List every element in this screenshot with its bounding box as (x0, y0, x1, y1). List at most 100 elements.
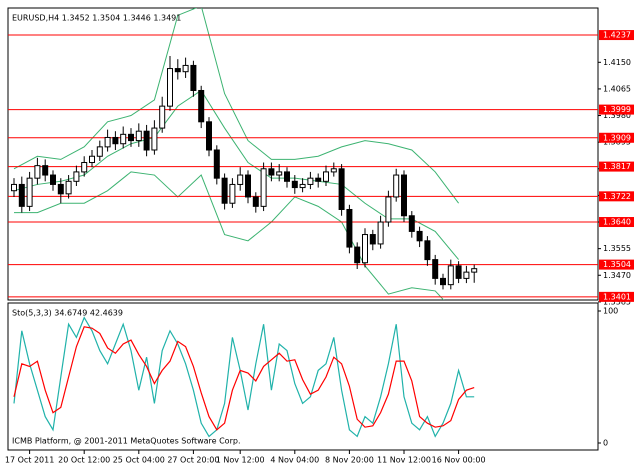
candle-body (408, 215, 415, 232)
x-tick-label: 8 Nov 20:00 (325, 456, 374, 465)
candle-body (323, 171, 329, 182)
y-tick-label: 0 (603, 439, 608, 448)
candle-body (198, 89, 205, 123)
candle-body (182, 64, 189, 73)
indicator-line (13, 316, 475, 438)
candle-body (18, 183, 25, 207)
candle-body (377, 221, 384, 245)
candle-body (112, 136, 119, 145)
candle-body (354, 246, 361, 264)
level-label-box (599, 259, 634, 270)
candle-body (440, 277, 446, 286)
x-tick-label: 11 Nov 12:00 (377, 456, 431, 465)
candle-body (174, 68, 181, 73)
candle-body (315, 177, 322, 182)
candle-body (424, 240, 431, 261)
candle-body (34, 165, 41, 179)
level-label-box (599, 291, 634, 302)
y-tick-label: 100 (603, 307, 618, 316)
level-label: 1.4237 (603, 31, 631, 40)
level-label-box (599, 132, 634, 143)
candle-body (268, 168, 275, 176)
y-tick-label: 1.3470 (603, 271, 631, 280)
candle-body (416, 230, 423, 242)
level-label-box (599, 191, 634, 202)
level-label: 1.3504 (603, 260, 631, 269)
x-tick-label: 16 Nov 00:00 (432, 456, 486, 465)
candle-body (455, 265, 462, 279)
candle-body (26, 177, 33, 207)
candle-body (11, 183, 17, 192)
band-lower (14, 171, 445, 300)
candle-body (463, 271, 470, 279)
candle-body (245, 174, 251, 198)
candle-body (237, 174, 244, 185)
x-tick-label: 17 Oct 2011 (5, 456, 54, 465)
candle-body (393, 174, 400, 198)
candle-body (151, 127, 158, 151)
annotation: ICMB Platform, @ 2001-2011 MetaQuotes So… (12, 437, 241, 446)
indicator-panel (7, 302, 599, 451)
level-label: 1.3722 (603, 192, 631, 201)
candle-body (57, 183, 64, 195)
candle-body (81, 162, 88, 173)
main-panel (7, 7, 599, 301)
candle-body (284, 171, 290, 182)
candle-body (346, 208, 353, 248)
level-label: 1.3640 (603, 218, 631, 227)
y-tick-label: 1.3980 (603, 111, 631, 120)
level-label-box (599, 30, 634, 41)
y-tick-label: 1.3385 (603, 297, 631, 306)
candle-body (330, 168, 337, 173)
candle-body (229, 183, 236, 204)
candle-body (89, 155, 95, 164)
y-tick-label: 1.3555 (603, 244, 631, 253)
candle-body (65, 180, 72, 195)
candle-body (167, 68, 173, 107)
candle-body (120, 133, 127, 145)
candle-body (471, 268, 478, 273)
candle-body (299, 183, 306, 189)
candle-body (338, 168, 345, 210)
level-label-box (599, 161, 634, 172)
candle-body (50, 174, 56, 185)
candle-body (206, 121, 212, 151)
candle-body (401, 174, 407, 217)
level-label: 1.3401 (603, 292, 631, 301)
indicator-plot (13, 316, 475, 438)
y-tick-label: 1.4150 (603, 58, 631, 67)
candle-body (385, 196, 392, 223)
x-tick-label: 4 Nov 04:00 (270, 456, 319, 465)
main-plot (8, 8, 598, 300)
candle-body (291, 180, 298, 189)
x-tick-label: 20 Oct 12:00 (58, 456, 110, 465)
band-middle (13, 89, 459, 260)
band-upper (13, 8, 460, 204)
candle-body (135, 130, 142, 142)
candle-body (369, 234, 376, 245)
level-label-box (599, 217, 634, 228)
level-label: 1.3909 (603, 133, 631, 142)
candle-body (128, 133, 134, 142)
candle-body (159, 105, 166, 129)
candle-body (252, 196, 259, 207)
candle-body (96, 146, 103, 157)
x-tick-label: 25 Oct 04:00 (113, 456, 165, 465)
candle-body (432, 259, 439, 279)
candle-body (447, 265, 454, 286)
candle-body (307, 177, 314, 185)
candle-body (276, 171, 283, 176)
y-tick-label: 1.4065 (603, 84, 631, 93)
level-label-box (599, 104, 634, 115)
indicator-title: Sto(5,3,3) 34.6749 42.4639 (12, 309, 123, 318)
x-tick-label: 27 Oct 20:00 (167, 456, 219, 465)
x-tick-label: 1 Nov 12:00 (216, 456, 265, 465)
candle-body (190, 64, 197, 91)
overlay: EURUSD,H4 1.3452 1.3504 1.3446 1.3491 1.4… (5, 14, 634, 465)
candle-body (362, 234, 368, 264)
level-label: 1.3999 (603, 105, 631, 114)
candle-body (221, 177, 228, 204)
candle-body (104, 136, 111, 148)
